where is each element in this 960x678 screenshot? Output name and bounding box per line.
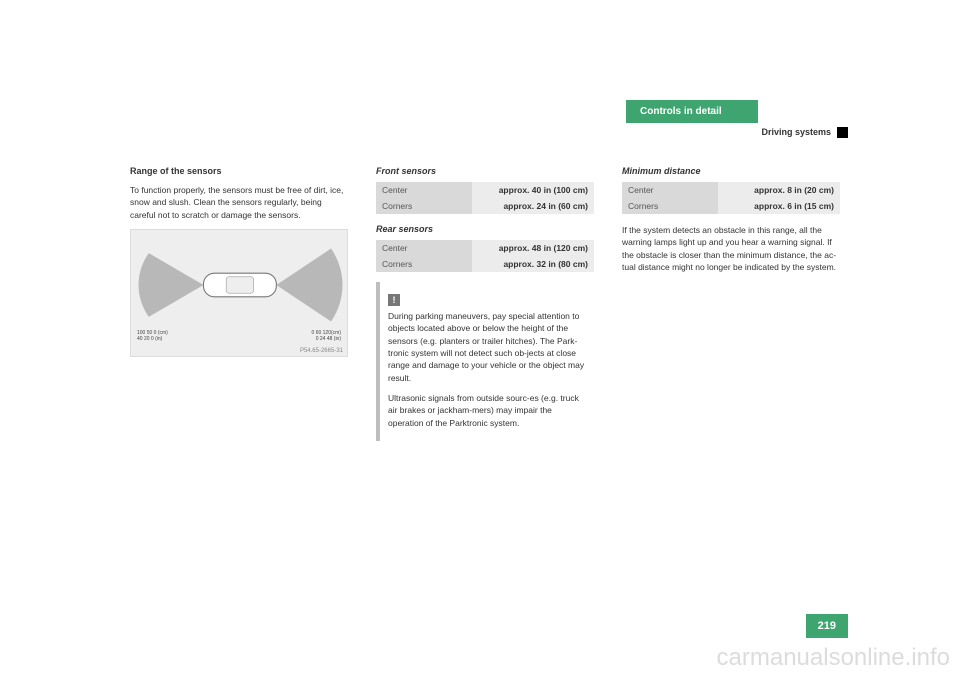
note-text-1: During parking maneuvers, pay special at… bbox=[388, 310, 588, 384]
col1-text: To function properly, the sensors must b… bbox=[130, 184, 348, 221]
column-1: Range of the sensors To function properl… bbox=[130, 166, 348, 441]
note-icon: ! bbox=[388, 294, 400, 306]
marker-square bbox=[837, 127, 848, 138]
col1-title: Range of the sensors bbox=[130, 166, 348, 176]
ruler-left: 100 50 0 (cm)40 20 0 (in) bbox=[137, 330, 168, 342]
sensor-range-diagram: 100 50 0 (cm)40 20 0 (in) 0 60 120(cm)0 … bbox=[130, 229, 348, 357]
subsection: Driving systems bbox=[626, 123, 848, 142]
rear-sensors-table: Centerapprox. 48 in (120 cm) Cornersappr… bbox=[376, 240, 594, 272]
note-text-2: Ultrasonic signals from outside sourc-es… bbox=[388, 392, 588, 429]
column-3: Minimum distance Centerapprox. 8 in (20 … bbox=[622, 166, 840, 441]
note-box: ! During parking maneuvers, pay special … bbox=[376, 282, 594, 441]
section-tab: Controls in detail bbox=[626, 100, 758, 123]
ruler-right: 0 60 120(cm)0 24 48 (in) bbox=[312, 330, 341, 342]
image-code: P54.65-2665-31 bbox=[300, 348, 343, 354]
column-2: Front sensors Centerapprox. 40 in (100 c… bbox=[376, 166, 594, 441]
section-title: Controls in detail bbox=[640, 106, 722, 117]
front-sensors-table: Centerapprox. 40 in (100 cm) Cornersappr… bbox=[376, 182, 594, 214]
front-sensors-heading: Front sensors bbox=[376, 166, 594, 176]
min-distance-table: Centerapprox. 8 in (20 cm) Cornersapprox… bbox=[622, 182, 840, 214]
car-svg bbox=[131, 244, 347, 326]
min-distance-heading: Minimum distance bbox=[622, 166, 840, 176]
page-number: 219 bbox=[806, 614, 848, 638]
watermark: carmanualsonline.info bbox=[717, 644, 950, 672]
col3-text: If the system detects an obstacle in thi… bbox=[622, 224, 840, 273]
page-header: Controls in detail Driving systems bbox=[626, 100, 848, 142]
subsection-title: Driving systems bbox=[761, 127, 831, 137]
rear-sensors-heading: Rear sensors bbox=[376, 224, 594, 234]
